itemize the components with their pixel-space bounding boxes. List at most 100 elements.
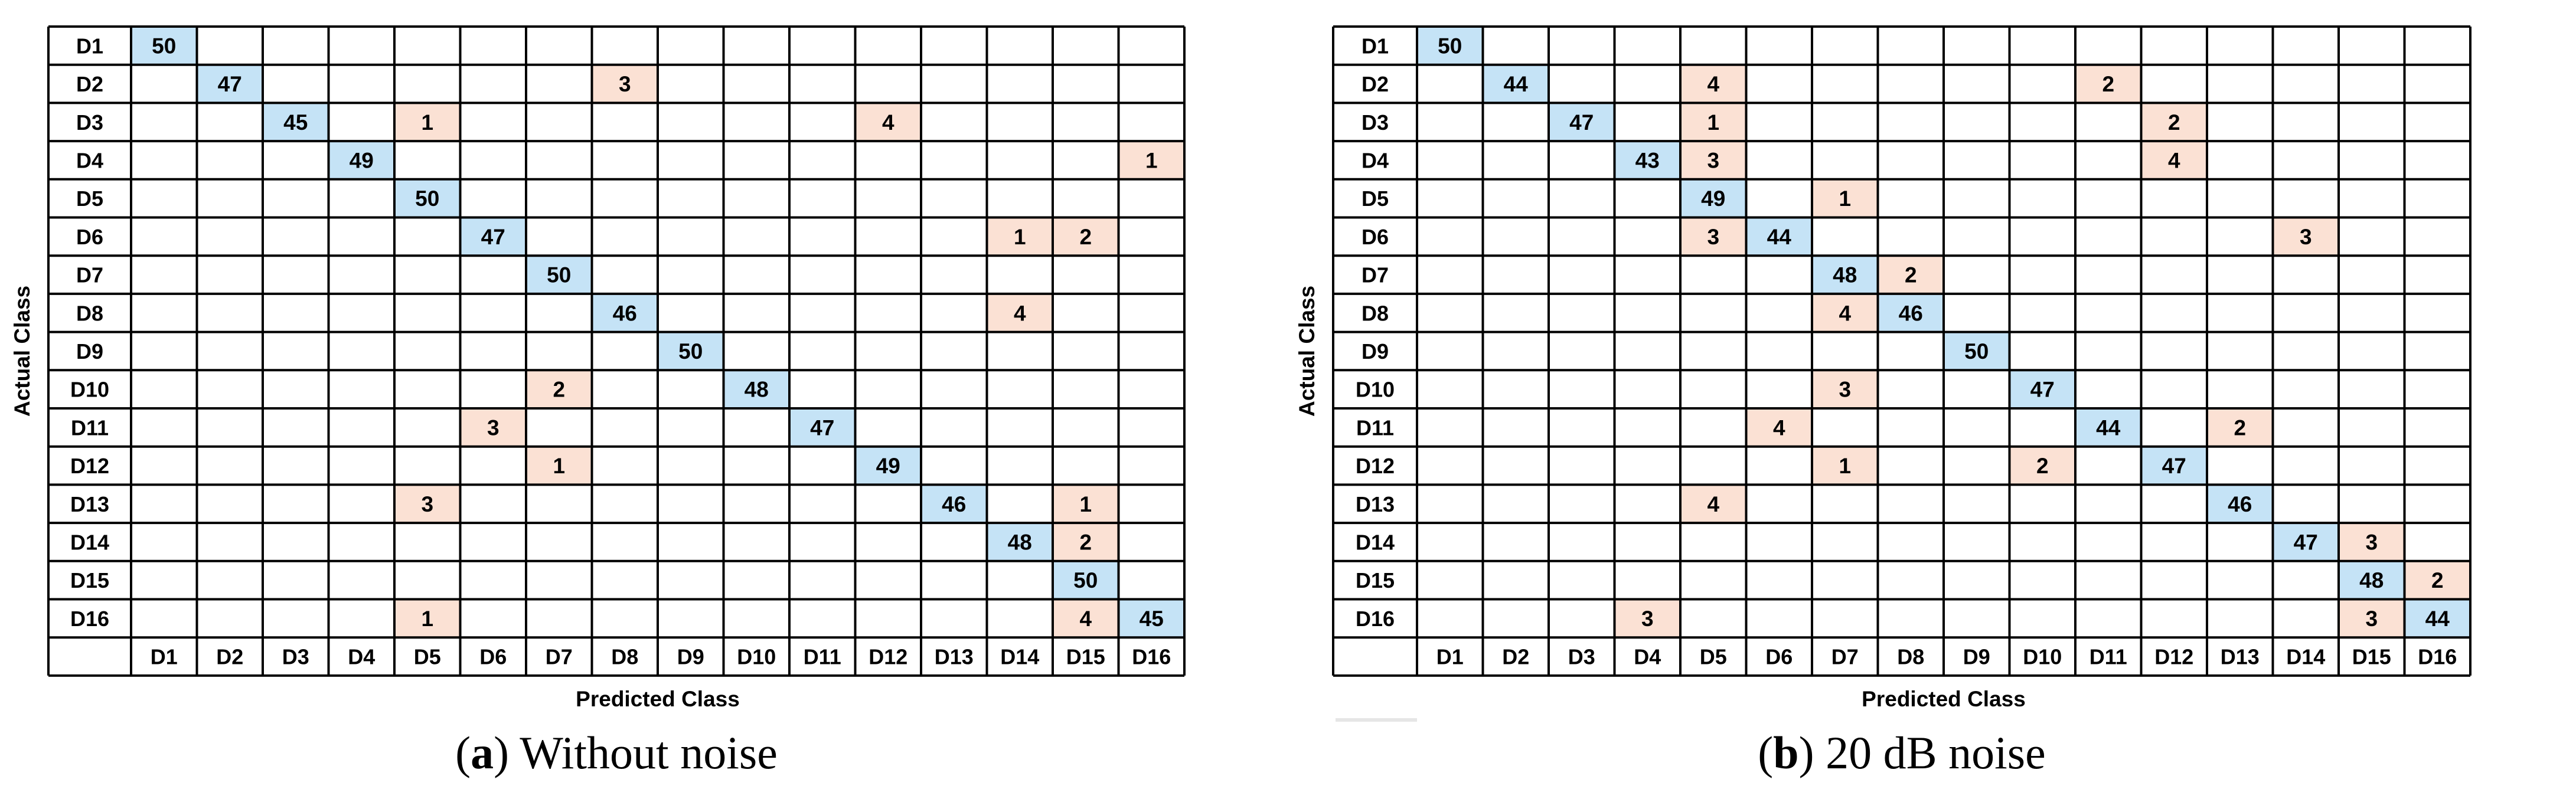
matrix-cell-value: 4 (1773, 415, 1785, 440)
matrix-cell-r16-c15 (2339, 599, 2405, 638)
col-label: D14 (1000, 645, 1039, 669)
matrix-cell-r2-c11 (2075, 64, 2141, 103)
matrix-cell-value: 1 (1839, 454, 1851, 478)
matrix-cell-r6-c14 (987, 217, 1053, 256)
col-label: D10 (2023, 645, 2062, 669)
row-label: D5 (1362, 186, 1389, 211)
matrix-cell-value: 3 (1641, 607, 1654, 631)
matrix-cell-r16-c16 (1118, 599, 1184, 638)
matrix-cell-value: 49 (350, 148, 374, 172)
row-label: D10 (70, 378, 109, 402)
matrix-cell-value: 50 (1438, 34, 1462, 58)
matrix-cell-value: 50 (678, 339, 703, 364)
matrix-cell-value: 50 (547, 263, 571, 287)
matrix-cell-r13-c5 (1680, 484, 1746, 523)
matrix-cell-value: 47 (1569, 110, 1594, 135)
row-label: D3 (76, 110, 103, 135)
matrix-cell-value: 46 (613, 301, 637, 325)
matrix-cell-r11-c6 (1746, 408, 1812, 447)
matrix-cell-value: 50 (1964, 339, 1989, 364)
matrix-cell-r8-c8 (592, 293, 658, 332)
matrix-cell-r6-c5 (1680, 217, 1746, 256)
col-label: D7 (546, 645, 573, 669)
row-label: D14 (1356, 530, 1395, 554)
matrix-cell-r8-c14 (987, 293, 1053, 332)
matrix-cell-r8-c7 (1812, 293, 1878, 332)
matrix-cell-value: 3 (1707, 148, 1719, 172)
col-label: D5 (1700, 645, 1727, 669)
row-label: D11 (71, 415, 109, 440)
matrix-cell-r2-c5 (1680, 64, 1746, 103)
matrix-cell-r16-c5 (394, 599, 461, 638)
matrix-cell-value: 45 (283, 110, 308, 135)
matrix-cell-r1-c1 (131, 27, 197, 65)
matrix-cell-r10-c7 (1812, 370, 1878, 408)
row-label: D12 (70, 454, 109, 478)
matrix-cell-r2-c2 (1483, 64, 1549, 103)
col-label: D4 (1634, 645, 1661, 669)
matrix-cell-value: 47 (218, 72, 242, 96)
matrix-cell-value: 3 (2365, 607, 2378, 631)
col-label: D14 (2286, 645, 2325, 669)
matrix-cell-r16-c4 (1614, 599, 1680, 638)
matrix-cell-value: 3 (1839, 378, 1851, 402)
matrix-cell-value: 2 (1079, 530, 1092, 554)
matrix-cell-value: 47 (810, 415, 834, 440)
row-label: D2 (76, 72, 103, 96)
matrix-cell-value: 2 (1079, 225, 1092, 249)
caption-paren-close: ) (1799, 727, 1826, 778)
matrix-cell-value: 1 (1014, 225, 1026, 249)
matrix-cell-value: 4 (1707, 72, 1719, 96)
matrix-cell-value: 44 (2096, 415, 2121, 440)
matrix-cell-r9-c9 (1944, 332, 2010, 371)
row-label: D10 (1356, 378, 1395, 402)
matrix-cell-value: 50 (152, 34, 176, 58)
col-label: D8 (1897, 645, 1924, 669)
matrix-cell-value: 48 (2359, 568, 2384, 592)
col-label: D10 (737, 645, 776, 669)
matrix-cell-value: 3 (1707, 225, 1719, 249)
matrix-cell-r12-c12 (2141, 446, 2207, 485)
matrix-cell-r3-c5 (1680, 103, 1746, 142)
matrix-cell-value: 47 (481, 225, 505, 249)
matrix-cell-r7-c7 (1812, 256, 1878, 294)
matrix-cell-value: 2 (2102, 72, 2114, 96)
col-label: D4 (348, 645, 375, 669)
matrix-cell-r5-c7 (1812, 179, 1878, 218)
matrix-cell-value: 44 (2425, 607, 2450, 631)
matrix-cell-value: 1 (1839, 186, 1851, 211)
col-label: D12 (869, 645, 907, 669)
row-label: D1 (1362, 34, 1389, 58)
row-label: D9 (76, 339, 103, 364)
row-label: D14 (70, 530, 109, 554)
matrix-cell-value: 2 (553, 378, 565, 402)
y-axis-label: Actual Class (10, 286, 34, 417)
matrix-cell-value: 50 (415, 186, 439, 211)
matrix-cell-value: 4 (1707, 492, 1719, 516)
separator-mark (1336, 718, 1417, 722)
matrix-cell-value: 3 (619, 72, 631, 96)
col-label: D13 (935, 645, 974, 669)
row-label: D13 (70, 492, 109, 516)
matrix-cell-value: 46 (942, 492, 966, 516)
matrix-cell-r13-c5 (394, 484, 461, 523)
col-label: D6 (1765, 645, 1793, 669)
matrix-cell-value: 49 (876, 454, 900, 478)
matrix-cell-value: 46 (2228, 492, 2252, 516)
matrix-cell-value: 46 (1899, 301, 1923, 325)
caption-text: Without noise (520, 727, 778, 778)
matrix-cell-value: 48 (1008, 530, 1032, 554)
panel-caption: (b) 20 dB noise (1758, 727, 2046, 778)
row-label: D11 (1356, 415, 1394, 440)
matrix-cell-r10-c10 (2009, 370, 2075, 408)
col-label: D9 (677, 645, 704, 669)
matrix-cell-value: 2 (2431, 568, 2444, 592)
matrix-cell-r4-c4 (328, 141, 394, 179)
col-label: D13 (2221, 645, 2260, 669)
col-label: D6 (479, 645, 507, 669)
matrix-cell-r3-c3 (1549, 103, 1615, 142)
row-label: D6 (1362, 225, 1389, 249)
col-label: D5 (414, 645, 441, 669)
matrix-cell-r6-c6 (1746, 217, 1812, 256)
matrix-cell-value: 3 (2300, 225, 2312, 249)
